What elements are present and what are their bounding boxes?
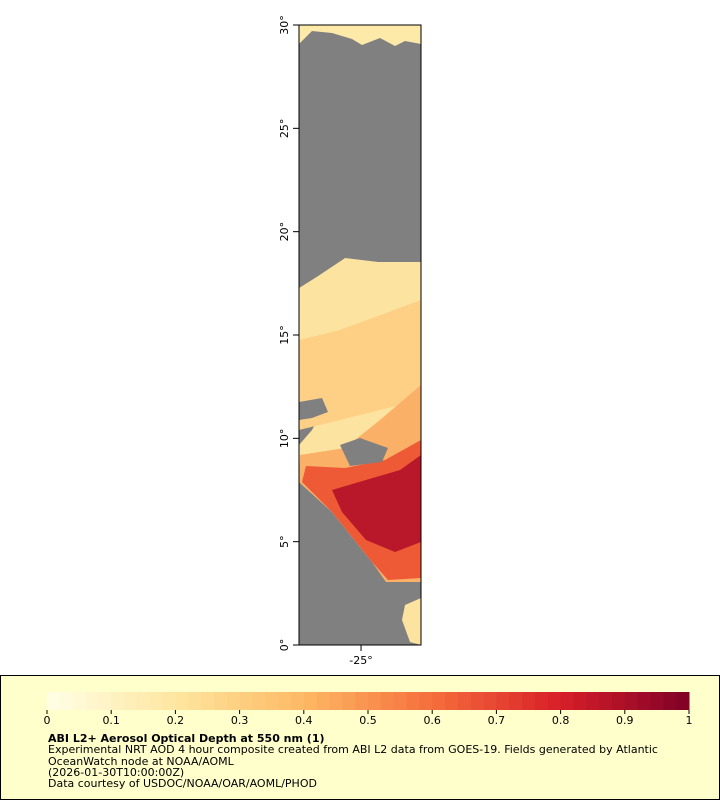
colorbar-step <box>59 692 74 710</box>
colorbar-tick-label: 0.1 <box>102 714 120 727</box>
colorbar-tick-label: 0.9 <box>616 714 634 727</box>
colorbar-step <box>239 692 253 710</box>
no-data <box>299 255 345 288</box>
y-tick-label: 30° <box>278 15 291 35</box>
colorbar-step <box>136 692 151 710</box>
colorbar-step <box>98 692 112 710</box>
colorbar-step <box>303 692 318 710</box>
y-tick-label: 20° <box>278 222 291 242</box>
colorbar-step <box>316 692 330 710</box>
colorbar-step <box>611 692 626 710</box>
colorbar-tick-label: 0.8 <box>552 714 570 727</box>
colorbar-step <box>290 692 305 710</box>
colorbar-step <box>226 692 241 710</box>
aod-field <box>299 300 421 430</box>
colorbar-step <box>111 692 125 710</box>
colorbar-tick-label: 0.7 <box>488 714 506 727</box>
y-tick-label: 10° <box>278 429 291 449</box>
aod-field <box>299 25 421 46</box>
colorbar-step <box>483 692 497 710</box>
legend-line: Experimental NRT AOD 4 hour composite cr… <box>48 743 658 756</box>
colorbar-step <box>445 692 459 710</box>
colorbar-step <box>149 692 164 710</box>
colorbar-step <box>393 692 408 710</box>
legend-line: Data courtesy of USDOC/NOAA/OAR/AOML/PHO… <box>48 777 317 790</box>
colorbar-tick-label: 0.2 <box>167 714 185 727</box>
y-tick-label: 5° <box>278 535 291 548</box>
x-tick-label: -25° <box>349 654 372 667</box>
colorbar-step <box>355 692 369 710</box>
colorbar-step <box>560 692 574 710</box>
colorbar-step <box>406 692 420 710</box>
colorbar-step <box>509 692 523 710</box>
colorbar-step <box>252 692 266 710</box>
colorbar-step <box>432 692 446 710</box>
aod-field <box>332 455 421 552</box>
colorbar-step <box>72 692 87 710</box>
colorbar-step <box>342 692 356 710</box>
aod-field <box>402 598 421 645</box>
colorbar-step <box>547 692 562 710</box>
colorbar-step <box>470 692 485 710</box>
colorbar-step <box>586 692 600 710</box>
colorbar-step <box>419 692 433 710</box>
map-axes: 0° 5° 10° 15° 20° 25° 30° -25° <box>278 15 373 667</box>
colorbar-tick-label: 0.3 <box>231 714 249 727</box>
colorbar-step <box>175 692 189 710</box>
no-data <box>299 398 328 420</box>
no-data <box>340 438 388 466</box>
legend-line: OceanWatch node at NOAA/AOML <box>48 755 235 768</box>
colorbar-step <box>188 692 202 710</box>
colorbar-step <box>380 692 395 710</box>
colorbar-step <box>265 692 279 710</box>
colorbar-step <box>457 692 472 710</box>
colorbar-step <box>650 692 664 710</box>
y-tick-label: 25° <box>278 119 291 139</box>
colorbar-step <box>213 692 228 710</box>
colorbar-step <box>47 692 61 710</box>
colorbar-step <box>599 692 613 710</box>
colorbar-tick-label: 0.4 <box>295 714 313 727</box>
colorbar-step <box>676 692 690 710</box>
colorbar-step <box>663 692 677 710</box>
colorbar-step <box>637 692 651 710</box>
colorbar-tick-label: 0 <box>44 714 51 727</box>
colorbar-step <box>573 692 587 710</box>
y-tick-label: 0° <box>278 639 291 652</box>
colorbar-tick-label: 0.6 <box>423 714 441 727</box>
colorbar-step <box>201 692 215 710</box>
colorbar-step <box>534 692 549 710</box>
y-tick-label: 15° <box>278 325 291 345</box>
colorbar-step <box>624 692 639 710</box>
legend-title: ABI L2+ Aerosol Optical Depth at 550 nm … <box>48 732 325 745</box>
colorbar-step <box>85 692 99 710</box>
colorbar-tick-label: 1 <box>686 714 693 727</box>
legend-line: (2026-01-30T10:00:00Z) <box>48 766 184 779</box>
colorbar-step <box>124 692 138 710</box>
colorbar-step <box>368 692 382 710</box>
map-raster <box>299 25 421 645</box>
colorbar-tick-label: 0.5 <box>359 714 377 727</box>
colorbar: 0 0.1 0.2 0.3 0.4 0.5 0.6 0.7 0.8 0.9 1 <box>44 692 693 727</box>
colorbar-step <box>522 692 536 710</box>
colorbar-step <box>162 692 176 710</box>
colorbar-step <box>329 692 343 710</box>
colorbar-step <box>496 692 510 710</box>
colorbar-step <box>278 692 292 710</box>
